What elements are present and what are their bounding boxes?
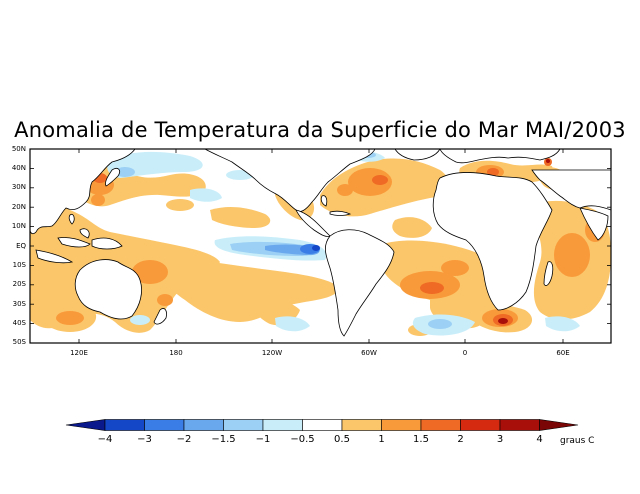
lat-label: EQ <box>16 242 26 250</box>
lat-label: 50S <box>12 338 26 346</box>
lon-label: 120W <box>261 349 283 357</box>
colorbar-units: graus C <box>560 436 595 446</box>
lat-label: 40S <box>12 319 26 327</box>
colorbar-label: −1 <box>255 434 271 445</box>
colorbar-label: −4 <box>97 434 113 445</box>
cold-anomalies-core <box>312 245 320 251</box>
lat-label: 20S <box>12 280 26 288</box>
colorbar-label: −0.5 <box>290 434 315 445</box>
lat-label: 30S <box>12 300 26 308</box>
colorbar-label: −2 <box>176 434 192 445</box>
colorbar-cell <box>420 419 461 431</box>
colorbar-cell <box>460 419 501 431</box>
map-title: Anomalia de Temperatura da Superficie do… <box>14 118 626 142</box>
colorbar-cell <box>183 419 224 431</box>
colorbar-label: 1.5 <box>413 434 429 445</box>
lon-label: 120E <box>70 349 88 357</box>
lat-label: 30N <box>11 183 26 191</box>
colorbar-cell <box>223 419 264 431</box>
colorbar-cell <box>341 419 382 431</box>
lat-label: 50N <box>11 145 26 153</box>
colorbar-cell <box>262 419 303 431</box>
lon-label: 60E <box>556 349 570 357</box>
colorbar-cell <box>499 419 540 431</box>
colorbar-label: −1.5 <box>211 434 236 445</box>
warm-anomalies-medium <box>56 165 605 327</box>
continents <box>29 148 612 337</box>
lon-label: 180 <box>169 349 183 357</box>
lon-label: 0 <box>462 349 468 357</box>
colorbar-cell <box>302 419 343 431</box>
colorbar-label: −3 <box>137 434 152 445</box>
colorbar <box>65 419 579 431</box>
colorbar-cell <box>65 419 106 431</box>
lon-label: 60W <box>361 349 377 357</box>
lat-label: 10S <box>12 261 26 269</box>
colorbar-cell <box>144 419 185 431</box>
lat-label: 40N <box>11 164 26 172</box>
colorbar-cell <box>104 419 145 431</box>
colorbar-label: 0.5 <box>334 434 350 445</box>
colorbar-label: 2 <box>457 434 464 445</box>
colorbar-label: 4 <box>536 434 543 445</box>
colorbar-cell <box>381 419 422 431</box>
colorbar-label: 1 <box>378 434 385 445</box>
colorbar-label: 3 <box>496 434 504 445</box>
colorbar-cell <box>539 419 579 431</box>
lat-label: 10N <box>11 222 26 230</box>
lat-label: 20N <box>11 203 26 211</box>
warm-anomalies-extreme <box>498 159 550 324</box>
